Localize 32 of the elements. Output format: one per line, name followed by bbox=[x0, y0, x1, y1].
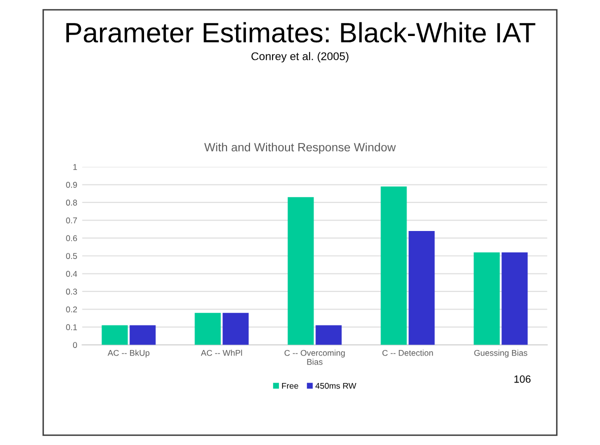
x-tick-label: AC -- BkUp bbox=[108, 350, 150, 358]
y-tick-label: 1 bbox=[73, 164, 77, 170]
y-tick-label: 0.5 bbox=[66, 253, 77, 259]
text: 106 bbox=[514, 375, 531, 383]
bar bbox=[130, 325, 156, 345]
y-tick-label: 0.3 bbox=[66, 288, 77, 295]
y-tick-label: 0.1 bbox=[66, 324, 77, 330]
x-tick-label: C -- Overcoming Bias bbox=[284, 350, 345, 365]
x-tick-label: C -- Detection bbox=[382, 350, 433, 356]
y-tick-label: 0.9 bbox=[66, 182, 77, 188]
bar bbox=[316, 325, 342, 345]
y-tick-label: 0.2 bbox=[66, 306, 77, 312]
chart-title: Parameter Estimates: Black-White IAT bbox=[66, 22, 536, 43]
bar bbox=[408, 230, 435, 345]
y-tick-label: 0.8 bbox=[66, 200, 77, 206]
bar bbox=[102, 325, 128, 345]
bar bbox=[288, 197, 314, 345]
bar bbox=[222, 312, 249, 345]
bar bbox=[474, 252, 500, 345]
bar bbox=[502, 252, 528, 345]
y-tick-label: 0.6 bbox=[66, 235, 77, 242]
y-tick-label: 0 bbox=[73, 342, 78, 348]
y-tick-label: 0.4 bbox=[66, 270, 78, 277]
y-tick-label: 0.7 bbox=[66, 217, 77, 224]
bar bbox=[380, 186, 407, 345]
chart-subtitle: Conrey et al. (2005) bbox=[251, 52, 348, 62]
text: With and Without Response Window bbox=[204, 142, 396, 154]
x-tick-label: AC -- WhPl bbox=[200, 350, 242, 356]
bar bbox=[194, 312, 221, 345]
legend-label: 450ms RW bbox=[315, 382, 356, 389]
x-tick-label: Guessing Bias bbox=[474, 350, 528, 358]
legend-label: Free bbox=[282, 382, 298, 389]
